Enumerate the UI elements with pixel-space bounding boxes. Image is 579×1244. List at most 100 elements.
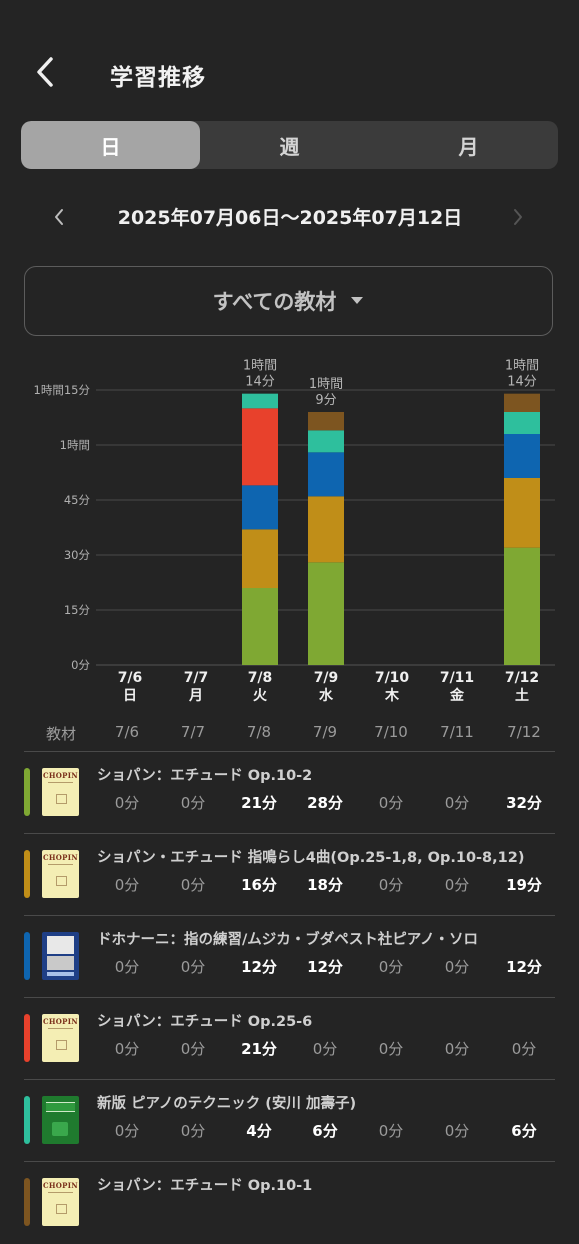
material-title: ショパン：エチュード Op.10-2: [97, 768, 313, 784]
minutes-cell: 0分: [444, 794, 470, 812]
x-tick-label: 7/8: [248, 670, 273, 686]
minutes-cell: 32分: [506, 794, 542, 812]
y-tick-label: 1時間: [60, 438, 90, 452]
bar-segment: [308, 562, 344, 665]
material-color-indicator: [24, 850, 30, 898]
x-tick-weekday: 金: [449, 687, 465, 704]
bar-segment: [308, 412, 344, 431]
material-select[interactable]: すべての教材: [24, 266, 553, 336]
material-row[interactable]: CHOPIN ショパン：エチュード Op.10-2 0分 0分 21分 28分 0分 0分 32…: [24, 751, 555, 834]
chevron-right-icon: [514, 209, 522, 225]
material-color-indicator: [24, 1096, 30, 1144]
bar-total-label: 1時間: [243, 359, 277, 374]
material-color-indicator: [24, 1178, 30, 1226]
bar-total-label: 1時間: [505, 359, 539, 374]
bar-total-label: 1時間: [309, 377, 343, 392]
material-color-indicator: [24, 1014, 30, 1062]
x-tick-label: 7/10: [375, 670, 410, 686]
book-cover-thumbnail: CHOPIN: [42, 1014, 79, 1062]
minutes-cell: 0分: [444, 1040, 470, 1058]
minutes-cell: 0分: [378, 876, 404, 894]
back-button[interactable]: [28, 54, 62, 90]
minutes-cell: 0分: [378, 1122, 404, 1140]
bar-total-label: 9分: [315, 393, 336, 408]
minutes-cell: 0分: [180, 876, 206, 894]
chevron-left-icon: [55, 209, 63, 225]
minutes-cell: 0分: [378, 1040, 404, 1058]
book-cover-thumbnail: CHOPIN: [42, 768, 79, 816]
prev-week-button[interactable]: [44, 200, 74, 234]
bar-segment: [308, 496, 344, 563]
minutes-cell: 0分: [378, 794, 404, 812]
page-title: 学習推移: [110, 65, 206, 91]
date-column-header: 7/10: [374, 723, 408, 741]
next-week-button[interactable]: [503, 200, 533, 234]
x-tick-weekday: 土: [515, 687, 529, 704]
bar-segment: [504, 434, 540, 478]
material-title: ショパン・エチュード 指鳴らし4曲(Op.25-1,8, Op.10-8,12): [97, 850, 525, 866]
minutes-cell: 0分: [312, 1040, 338, 1058]
y-tick-label: 15分: [64, 603, 91, 617]
bar-segment: [242, 408, 278, 486]
date-column-header: 7/9: [312, 723, 338, 741]
x-tick-label: 7/11: [440, 670, 474, 686]
tab-month[interactable]: 月: [458, 134, 479, 159]
book-cover-thumbnail: [42, 1096, 79, 1144]
bar-segment: [308, 430, 344, 453]
bar-segment: [308, 452, 344, 497]
material-title: 新版 ピアノのテクニック (安川 加壽子): [97, 1096, 357, 1112]
date-column-header: 7/6: [114, 723, 140, 741]
x-tick-weekday: 月: [188, 688, 203, 704]
bar-total-label: 14分: [507, 375, 537, 390]
minutes-cell: 21分: [241, 1040, 277, 1058]
bar-segment: [242, 588, 278, 665]
minutes-cell: 19分: [506, 876, 542, 894]
date-column-header: 7/11: [440, 723, 474, 741]
book-cover-thumbnail: CHOPIN: [42, 850, 79, 898]
material-row[interactable]: CHOPIN ショパン・エチュード 指鳴らし4曲(Op.25-1,8, Op.10…: [24, 833, 555, 916]
material-row[interactable]: 新版 ピアノのテクニック (安川 加壽子) 0分 0分 4分 6分 0分 0分 6分: [24, 1079, 555, 1162]
tab-day[interactable]: 日: [21, 121, 200, 169]
minutes-cell: 0分: [114, 1122, 140, 1140]
material-title: ショパン：エチュード Op.10-1: [97, 1178, 313, 1194]
minutes-cell: 0分: [114, 876, 140, 894]
x-tick-weekday: 火: [253, 688, 268, 704]
material-row[interactable]: CHOPIN ショパン：エチュード Op.10-1: [24, 1161, 555, 1244]
bar-total-label: 14分: [245, 375, 275, 390]
chevron-left-icon: [37, 57, 53, 87]
book-cover-thumbnail: CHOPIN: [42, 1178, 79, 1226]
x-tick-label: 7/9: [314, 670, 339, 686]
minutes-cell: 12分: [241, 958, 277, 976]
minutes-cell: 0分: [511, 1040, 537, 1058]
minutes-cell: 0分: [114, 794, 140, 812]
x-tick-weekday: 水: [319, 687, 334, 704]
material-column-header: 教材: [46, 725, 77, 743]
y-tick-label: 30分: [64, 548, 91, 562]
y-tick-label: 0分: [71, 658, 90, 672]
minutes-cell: 6分: [511, 1122, 537, 1140]
material-color-indicator: [24, 932, 30, 980]
y-tick-label: 45分: [64, 493, 91, 507]
material-color-indicator: [24, 768, 30, 816]
bar-segment: [242, 393, 278, 409]
minutes-cell: 4分: [246, 1122, 272, 1140]
table-header: 教材 7/6 7/7 7/8 7/9 7/10 7/11 7/12: [0, 715, 579, 749]
bar-segment: [504, 478, 540, 548]
material-title: ショパン：エチュード Op.25-6: [97, 1014, 313, 1030]
tab-week[interactable]: 週: [279, 134, 300, 159]
minutes-cell: 0分: [180, 958, 206, 976]
minutes-cell: 12分: [307, 958, 343, 976]
y-tick-label: 1時間15分: [34, 383, 91, 397]
minutes-cell: 0分: [180, 794, 206, 812]
date-column-header: 7/12: [507, 723, 541, 741]
material-row[interactable]: ドホナーニ：指の練習/ムジカ・ブダペスト社ピアノ・ソロ 0分 0分 12分 12分 0分 0…: [24, 915, 555, 998]
bar-segment: [242, 485, 278, 530]
material-select-label: すべての教材: [212, 290, 337, 314]
date-column-header: 7/8: [246, 723, 272, 741]
minutes-cell: 21分: [241, 794, 277, 812]
cover-title: CHOPIN: [42, 1181, 79, 1190]
study-time-chart: 0分 15分 30分 45分 1時間 1時間15分 7/6 日 7/7 月 7/8 火 7/9水 7/10…: [34, 359, 555, 704]
cover-title: CHOPIN: [42, 771, 79, 780]
minutes-cell: 0分: [444, 958, 470, 976]
material-row[interactable]: CHOPIN ショパン：エチュード Op.25-6 0分 0分 21分 0分 0分 0分 0分: [24, 997, 555, 1080]
